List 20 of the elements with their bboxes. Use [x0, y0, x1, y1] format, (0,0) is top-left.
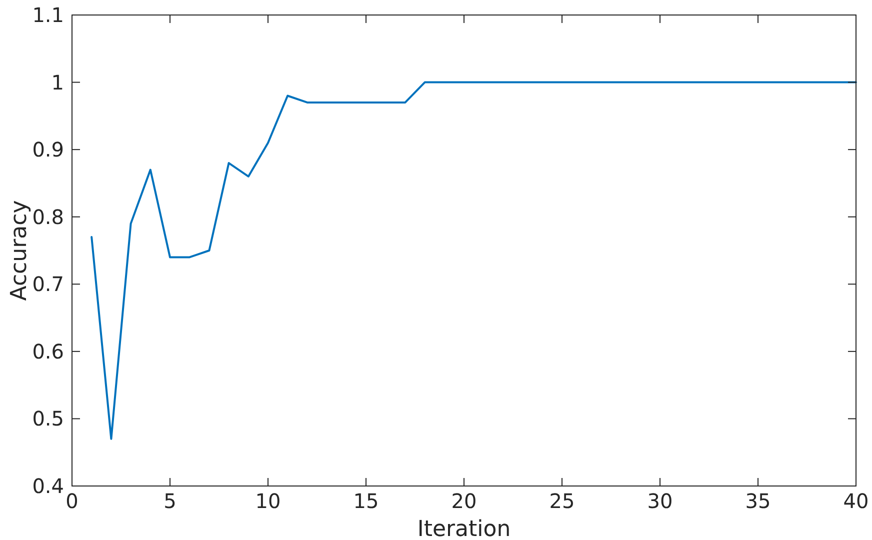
- x-tick-label: 10: [255, 489, 281, 513]
- x-tick-label: 20: [451, 489, 477, 513]
- x-tick-label: 40: [843, 489, 869, 513]
- y-axis-title: Accuracy: [7, 200, 32, 301]
- y-tick-label: 0.6: [32, 339, 64, 364]
- y-tick-label: 0.5: [32, 406, 64, 431]
- y-tick-label: 0.8: [32, 204, 64, 229]
- x-tick-label: 35: [745, 489, 771, 513]
- x-axis-title: Iteration: [417, 517, 511, 540]
- x-tick-label: 15: [353, 489, 379, 513]
- y-tick-label: 0.4: [32, 474, 64, 498]
- y-tick-label: 0.7: [32, 272, 64, 296]
- x-tick-label: 25: [549, 489, 575, 513]
- line-series: [90, 81, 857, 440]
- y-tick-label: 1.1: [32, 3, 64, 27]
- x-tick-label: 30: [647, 489, 673, 513]
- x-tick-label: 5: [164, 489, 176, 513]
- x-tick-label: 0: [66, 489, 78, 513]
- y-tick-label: 1: [51, 70, 64, 94]
- y-tick-label: 0.9: [32, 138, 64, 162]
